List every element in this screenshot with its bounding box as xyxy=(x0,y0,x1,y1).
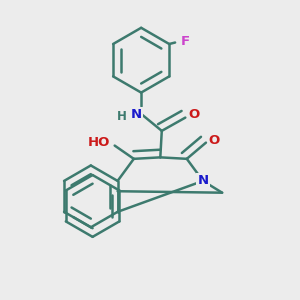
Text: N: N xyxy=(197,174,208,188)
Text: O: O xyxy=(208,134,220,147)
Text: N: N xyxy=(131,108,142,121)
Text: HO: HO xyxy=(88,136,110,148)
Text: H: H xyxy=(117,110,127,123)
Text: O: O xyxy=(188,108,199,121)
Text: F: F xyxy=(181,34,190,48)
